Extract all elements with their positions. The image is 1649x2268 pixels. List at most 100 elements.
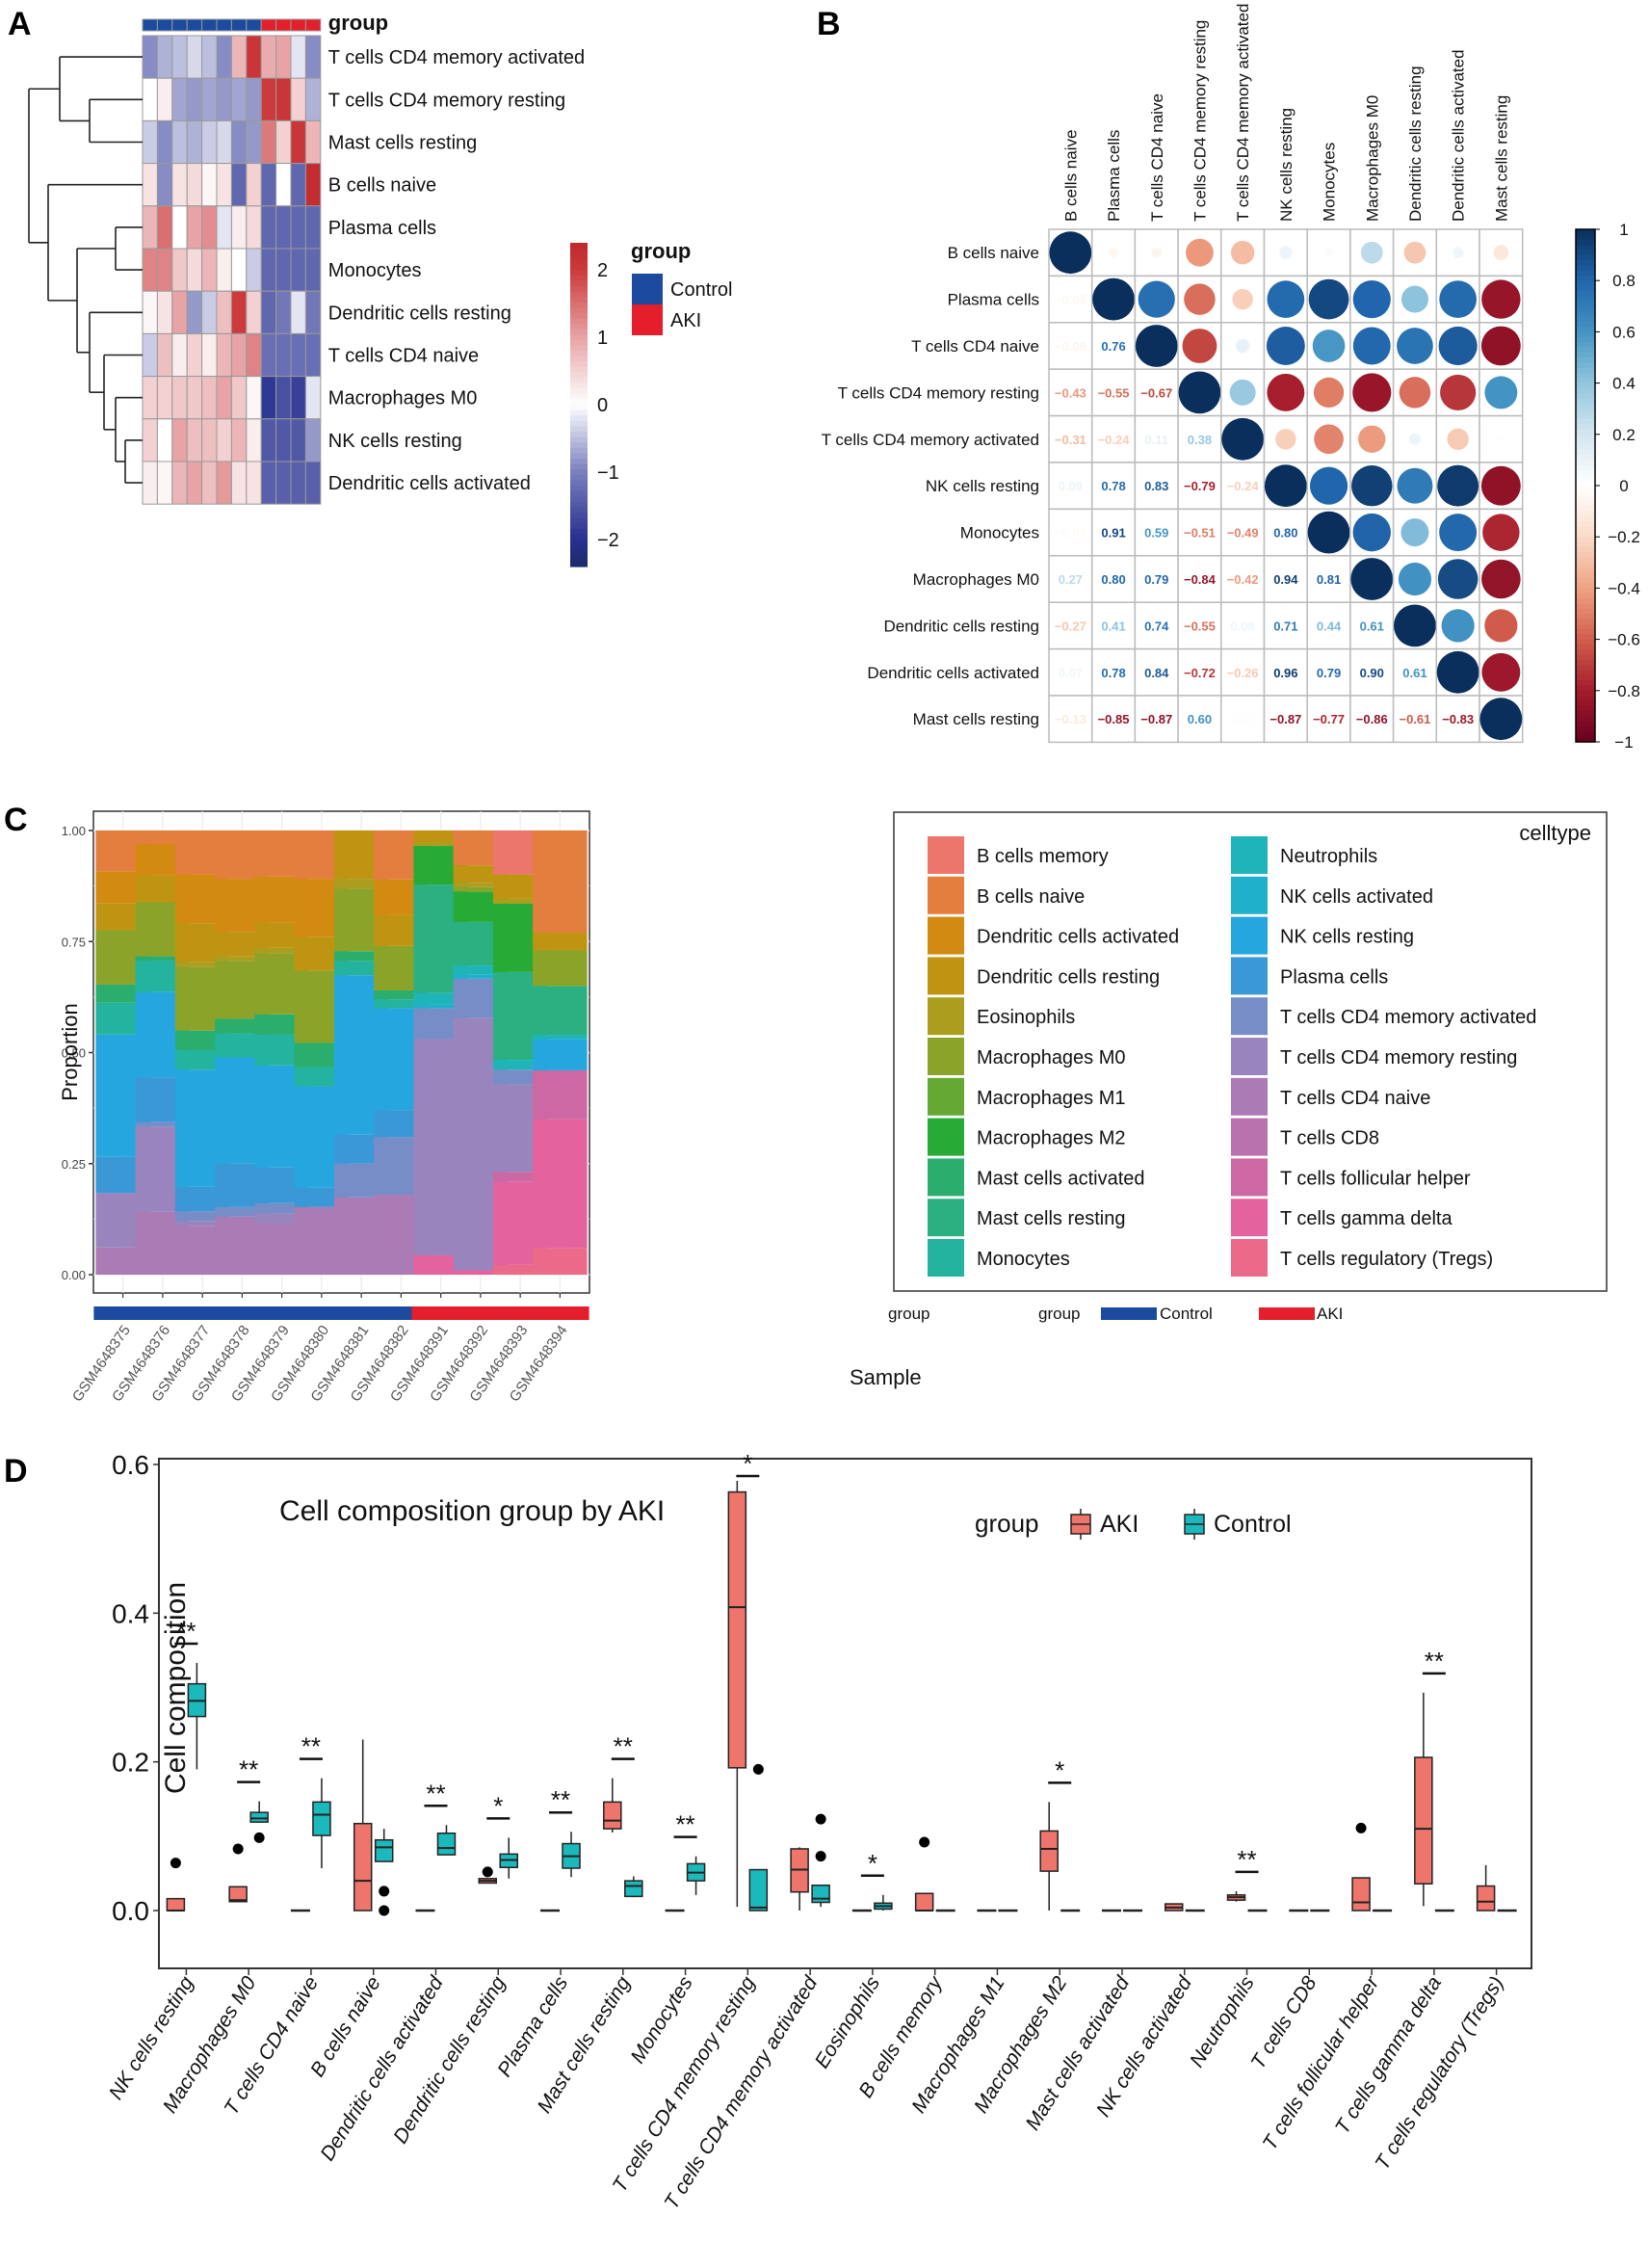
corr-value: −0.67: [1140, 385, 1172, 400]
colorbar-segment: [1576, 665, 1595, 672]
panel-b-correlation: B cells naive B cells naive −0.05 Plasma ce…: [822, 4, 1640, 752]
corr-circle: [1493, 245, 1509, 261]
color-scale-segment: [570, 517, 588, 524]
y-tick-label: 0.25: [62, 1157, 86, 1172]
corr-value: −0.05: [1055, 293, 1086, 307]
corr-circle: [1397, 328, 1433, 364]
bar-segment: [453, 965, 509, 975]
y-tick-label: 0.6: [112, 1450, 149, 1480]
colorbar-segment: [1576, 608, 1595, 615]
corr-value: 0.59: [1144, 526, 1168, 541]
aki-outlier: [1355, 1822, 1367, 1833]
group-legend-label: AKI: [670, 310, 701, 331]
corr-row-label: Macrophages M0: [913, 570, 1039, 589]
significance-label: **: [614, 1732, 633, 1761]
significance-label: *: [743, 1449, 752, 1478]
colorbar-segment: [1576, 711, 1595, 717]
bar-segment: [174, 1211, 230, 1222]
corr-circle: [1498, 435, 1505, 442]
colorbar-segment: [1576, 362, 1595, 369]
legend-swatch: [1231, 1158, 1268, 1197]
heatmap-cell: [260, 461, 277, 505]
color-scale-segment: [570, 285, 588, 292]
heatmap-cell: [171, 205, 188, 250]
heatmap-cell: [201, 119, 218, 165]
colorbar-segment: [1576, 305, 1595, 312]
heatmap-cell: [260, 35, 277, 79]
bar-segment: [533, 1248, 588, 1275]
corr-value: −0.51: [1184, 526, 1216, 541]
colorbar-segment: [1576, 480, 1595, 487]
colorbar-segment: [1576, 413, 1595, 420]
color-scale-segment: [570, 540, 588, 546]
group-annotation-label: group: [328, 11, 388, 35]
heatmap-cell: [142, 77, 158, 121]
heatmap-cell: [246, 163, 262, 207]
heatmap-cell: [246, 290, 262, 334]
corr-cell: [1177, 647, 1222, 697]
heatmap-cell: [275, 332, 292, 378]
colorbar-segment: [1576, 439, 1595, 446]
control-box: [249, 1811, 269, 1823]
group-annotation-cell: [246, 18, 262, 32]
heatmap-cell: [156, 418, 173, 462]
colorbar-segment: [1576, 603, 1595, 610]
heatmap-cell: [216, 163, 232, 207]
color-scale-segment: [570, 291, 588, 298]
corr-value: −0.86: [1356, 712, 1388, 726]
corr-value: 0.84: [1144, 666, 1169, 680]
control-outlier: [815, 1851, 826, 1862]
heatmap-cell: [290, 248, 306, 292]
corr-circle: [1358, 425, 1386, 453]
color-scale-segment: [570, 258, 588, 265]
corr-value: 0.08: [1230, 619, 1254, 633]
heatmap-cell: [230, 77, 248, 121]
heatmap-cell: [246, 461, 262, 505]
corr-value: −0.42: [1227, 572, 1259, 587]
legend-swatch: [928, 997, 964, 1036]
aki-box: [1351, 1877, 1371, 1912]
legend-label: Neutrophils: [1280, 846, 1377, 867]
heatmap-cell: [156, 290, 173, 334]
color-scale-segment: [570, 513, 588, 519]
corr-cell: [1177, 695, 1222, 744]
control-box: [312, 1801, 331, 1836]
corr-value: −0.31: [1055, 433, 1086, 447]
colorbar-segment: [1576, 490, 1595, 497]
heatmap-cell: [142, 418, 158, 462]
aki-outlier: [232, 1843, 244, 1855]
heatmap-cell: [186, 205, 203, 250]
heatmap-cell: [260, 163, 277, 207]
colorbar-segment: [1576, 562, 1595, 568]
y-tick-label: 0.2: [112, 1748, 149, 1778]
colorbar-segment: [1576, 378, 1595, 384]
heatmap-cell: [201, 290, 218, 334]
corr-col-label: T cells CD4 memory resting: [1191, 20, 1209, 222]
color-scale-segment: [570, 243, 588, 250]
legend-label: T cells CD8: [1280, 1128, 1379, 1149]
corr-value: 0.91: [1101, 526, 1125, 541]
colorbar-segment: [1576, 316, 1595, 323]
heatmap-cell: [216, 376, 232, 420]
color-scale-segment: [570, 507, 588, 514]
bar-segment: [533, 1069, 588, 1120]
corr-value: 0.27: [1059, 572, 1083, 587]
colorbar-segment: [1576, 736, 1595, 743]
corr-value: −0.55: [1098, 385, 1130, 400]
corr-circle: [1399, 377, 1431, 409]
significance-label: *: [493, 1791, 503, 1820]
heatmap-cell: [230, 119, 248, 165]
heatmap-cell: [216, 332, 232, 378]
colorbar-tick-label: −1: [1614, 733, 1633, 752]
color-scale-segment: [570, 275, 588, 281]
heatmap-cell: [186, 35, 203, 79]
x-tick-label: Dendritic cells activated: [316, 1971, 448, 2164]
corr-value: 0.81: [1317, 572, 1341, 587]
corr-cell: [1177, 601, 1222, 650]
corr-circle: [1230, 241, 1255, 265]
color-scale-segment: [570, 463, 588, 470]
corr-circle: [1479, 698, 1523, 741]
x-tick-label: Dendritic cells resting: [389, 1972, 510, 2148]
colorbar-tick-label: −0.2: [1608, 528, 1640, 546]
colorbar-segment: [1576, 726, 1595, 732]
